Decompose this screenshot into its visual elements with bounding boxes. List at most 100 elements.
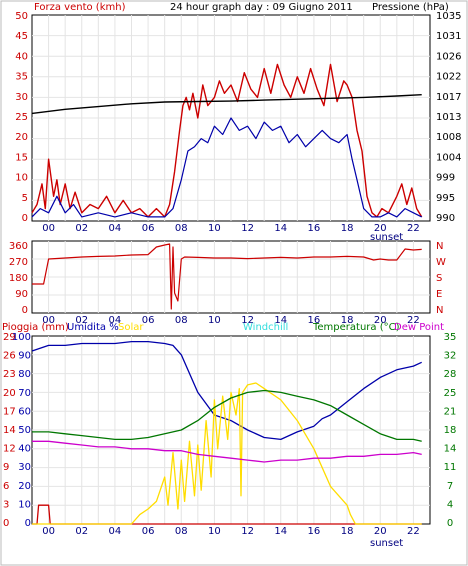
hour-tick-label: 10 xyxy=(208,526,221,537)
hour-tick-label: 18 xyxy=(341,315,354,326)
direction-y-tick: 90 xyxy=(15,289,28,300)
hour-tick-label: 14 xyxy=(274,223,287,234)
hour-tick-label: 20 xyxy=(374,526,387,537)
humidity-y-tick: 60 xyxy=(18,406,31,417)
hour-tick-label: 04 xyxy=(109,526,122,537)
humidity-y-tick: 10 xyxy=(18,499,31,510)
pressure-y-tick: 1022 xyxy=(436,72,461,83)
hour-tick-label: 22 xyxy=(407,315,420,326)
pressure-y-tick: 995 xyxy=(436,193,455,204)
rain-y-tick: 9 xyxy=(3,462,9,473)
hour-tick-label: 00 xyxy=(42,223,55,234)
graph-title: 24 hour graph day : 09 Giugno 2011 xyxy=(170,2,353,13)
pressure-y-tick: 1017 xyxy=(436,92,461,103)
humidity-line xyxy=(31,340,422,441)
compass-y-tick: E xyxy=(436,289,442,300)
temperature-y-tick: 28 xyxy=(444,369,457,380)
hour-tick-label: 00 xyxy=(42,315,55,326)
wind-y-tick: 5 xyxy=(22,193,28,204)
humidity-y-tick: 40 xyxy=(18,444,31,455)
rain-y-tick: 14 xyxy=(3,425,16,436)
wind-y-tick: 40 xyxy=(15,51,28,62)
hour-tick-label: 14 xyxy=(274,315,287,326)
compass-y-tick: N xyxy=(436,305,443,316)
hour-tick-label: 16 xyxy=(308,223,321,234)
pressure-y-tick: 1013 xyxy=(436,112,461,123)
hour-tick-label: 20 xyxy=(374,315,387,326)
temperature-y-tick: 21 xyxy=(444,406,457,417)
temperature-line xyxy=(32,389,422,442)
pressure-y-tick: 1026 xyxy=(436,51,461,62)
humidity-y-tick: 50 xyxy=(18,425,31,436)
legend-humidity: Umidita % xyxy=(67,322,119,333)
rain-y-tick: 29 xyxy=(3,332,16,343)
temperature-y-tick: 7 xyxy=(447,481,453,492)
hour-tick-label: 22 xyxy=(407,526,420,537)
rain-y-tick: 23 xyxy=(3,369,16,380)
temperature-y-tick: 0 xyxy=(447,518,453,529)
hour-tick-label: 10 xyxy=(208,315,221,326)
wind-y-tick: 20 xyxy=(15,132,28,143)
temperature-y-tick: 11 xyxy=(444,462,457,473)
hour-tick-label: 06 xyxy=(142,223,155,234)
wind-y-tick: 35 xyxy=(15,72,28,83)
temperature-y-tick: 35 xyxy=(444,332,457,343)
wind-pressure-panel: 00 02 04 06 08 10 12 14 16 18 20 22 0 5 10 15 20 25 30 35 40… xyxy=(15,11,461,234)
hour-tick-label: 12 xyxy=(241,223,254,234)
wind-y-tick: 0 xyxy=(22,213,28,224)
legend-solar: Solar xyxy=(118,322,144,333)
wind-speed-line xyxy=(31,117,422,218)
rain-y-tick: 26 xyxy=(3,351,16,362)
wind-y-tick: 50 xyxy=(15,11,28,22)
hour-tick-label: 06 xyxy=(142,315,155,326)
pressure-y-tick: 999 xyxy=(436,173,455,184)
wind-y-tick: 25 xyxy=(15,112,28,123)
wind-direction-line xyxy=(32,243,422,310)
hour-tick-label: 02 xyxy=(75,223,88,234)
hour-tick-label: 16 xyxy=(308,526,321,537)
pressure-axis-label: Pressione (hPa) xyxy=(372,2,449,13)
humidity-y-tick: 100 xyxy=(12,332,31,343)
hour-tick-label: 04 xyxy=(109,315,122,326)
hour-tick-label: 08 xyxy=(175,315,188,326)
wind-direction-panel: 00 02 04 06 08 10 12 14 16 18 20 22090180270360NESW… xyxy=(9,240,446,326)
humidity-y-tick: 90 xyxy=(18,351,31,362)
hour-tick-label: 00 xyxy=(42,526,55,537)
sunset-label-bottom: sunset xyxy=(370,538,403,549)
pressure-y-tick: 1004 xyxy=(436,152,461,163)
hour-tick-label: 10 xyxy=(208,223,221,234)
rain-y-tick: 3 xyxy=(3,499,9,510)
hour-tick-label: 22 xyxy=(407,223,420,234)
wind-gust-line xyxy=(31,63,423,218)
climate-panel: 00 02 04 06 08 10 12 14 16 18 20 220369121417202326… xyxy=(3,332,456,537)
humidity-y-tick: 70 xyxy=(18,388,31,399)
hour-tick-label: 06 xyxy=(142,526,155,537)
hour-tick-label: 18 xyxy=(341,526,354,537)
temperature-y-tick: 4 xyxy=(447,499,453,510)
legend-windchill: Windchill xyxy=(243,322,288,333)
temperature-y-tick: 18 xyxy=(444,425,457,436)
pressure-y-tick: 1035 xyxy=(436,11,461,22)
hour-tick-label: 12 xyxy=(241,315,254,326)
hour-tick-label: 14 xyxy=(274,526,287,537)
hour-tick-label: 16 xyxy=(308,315,321,326)
compass-y-tick: N xyxy=(436,241,443,252)
rain-y-tick: 17 xyxy=(3,406,16,417)
rain-y-tick: 20 xyxy=(3,388,16,399)
wind-axis-label: Forza vento (kmh) xyxy=(34,2,126,13)
solar-line xyxy=(32,382,422,525)
wind-y-tick: 45 xyxy=(15,31,28,42)
humidity-y-tick: 0 xyxy=(25,518,31,529)
humidity-y-tick: 20 xyxy=(18,481,31,492)
sunset-label-top: sunset xyxy=(370,232,403,243)
hour-tick-label: 20 xyxy=(374,223,387,234)
hour-tick-label: 08 xyxy=(175,526,188,537)
direction-y-tick: 360 xyxy=(9,241,28,252)
temperature-y-tick: 25 xyxy=(444,388,457,399)
hour-tick-label: 18 xyxy=(341,223,354,234)
direction-y-tick: 180 xyxy=(9,273,28,284)
hour-tick-label: 02 xyxy=(75,315,88,326)
wind-y-tick: 10 xyxy=(15,173,28,184)
temperature-y-tick: 32 xyxy=(444,351,457,362)
wind-y-tick: 30 xyxy=(15,92,28,103)
